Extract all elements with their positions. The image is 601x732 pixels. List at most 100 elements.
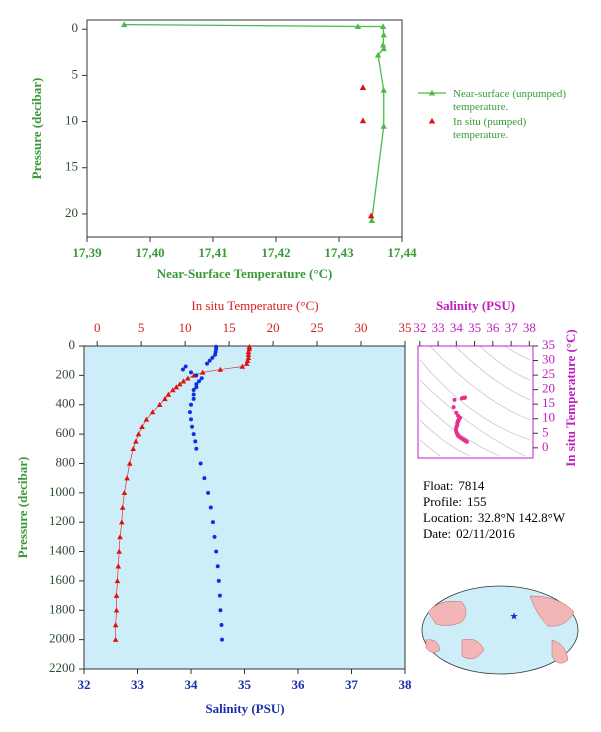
- x-axis-label: Salinity (PSU): [205, 701, 284, 716]
- data-point: [194, 446, 199, 451]
- data-point: [120, 21, 128, 28]
- data-point: [207, 358, 212, 363]
- x-tick-label: 35: [399, 320, 412, 335]
- data-point: [180, 367, 185, 372]
- info-value: 7814: [458, 478, 485, 493]
- data-point: [193, 439, 198, 444]
- x-tick-label: 20: [267, 320, 280, 335]
- y-tick-label: 10: [65, 113, 78, 128]
- density-contours: [419, 345, 531, 457]
- data-point: [156, 401, 163, 407]
- info-label: Float:: [423, 478, 454, 493]
- data-point: [126, 460, 133, 466]
- data-point: [374, 51, 382, 58]
- y-tick-label: 1600: [49, 572, 75, 587]
- x-tick-label: 15: [223, 320, 236, 335]
- data-point: [243, 360, 250, 366]
- x-tick-label: 17,43: [324, 245, 354, 260]
- data-point: [162, 396, 168, 402]
- y-tick-label: 10: [542, 410, 555, 425]
- data-point: [114, 578, 121, 584]
- data-point: [199, 376, 204, 381]
- y-tick-label: 5: [542, 424, 549, 439]
- y-axis-label: In situ Temperature (°C): [563, 329, 578, 467]
- data-point: [379, 23, 387, 30]
- x-tick-label: 17,40: [135, 245, 164, 260]
- info-value: 02/11/2016: [456, 526, 515, 541]
- data-point: [198, 461, 203, 466]
- data-point: [220, 637, 225, 642]
- data-point: [113, 592, 120, 598]
- legend-marker: [428, 117, 436, 124]
- y-tick-label: 20: [542, 381, 555, 396]
- data-point: [379, 41, 387, 48]
- data-point: [184, 375, 191, 381]
- data-point: [187, 410, 192, 415]
- data-point: [380, 122, 387, 129]
- data-point: [244, 357, 251, 363]
- data-point: [189, 417, 193, 422]
- data-point: [359, 84, 367, 90]
- x-axis-label: Near-Surface Temperature (°C): [157, 266, 333, 281]
- ts-point: [454, 410, 459, 415]
- x-tick-label: 35: [238, 677, 252, 692]
- data-point: [246, 346, 253, 352]
- plot-frame: [86, 19, 403, 238]
- data-point: [217, 593, 222, 598]
- data-point: [202, 476, 207, 481]
- data-point: [177, 381, 183, 387]
- x-axis-label: Salinity (PSU): [436, 298, 515, 313]
- info-label: Profile:: [423, 494, 462, 509]
- data-point: [130, 445, 137, 452]
- data-point: [212, 534, 217, 539]
- x-tick-label: 37: [505, 320, 519, 335]
- y-axis-label: Pressure (decibar): [15, 457, 30, 559]
- data-point: [135, 431, 142, 437]
- profile-info: Float: 7814 Profile: 155 Location: 32.8°N 142…: [423, 478, 570, 542]
- data-point: [119, 519, 125, 525]
- data-point: [239, 363, 246, 369]
- data-point: [117, 534, 123, 540]
- x-tick-label: 0: [94, 320, 101, 335]
- info-row: Float: 7814: [423, 478, 570, 494]
- data-point: [214, 549, 219, 554]
- x-tick-label: 33: [131, 677, 145, 692]
- data-point: [189, 402, 193, 407]
- data-point: [215, 564, 220, 569]
- data-point: [368, 217, 375, 223]
- y-tick-label: 15: [65, 159, 78, 174]
- data-point: [189, 370, 193, 375]
- x-tick-label: 36: [292, 677, 306, 692]
- x-tick-label: 38: [399, 677, 413, 692]
- data-point: [380, 31, 387, 38]
- data-point: [199, 369, 206, 375]
- x-tick-label: 17,42: [261, 245, 290, 260]
- y-tick-label: 25: [542, 366, 555, 381]
- data-point: [194, 382, 199, 387]
- y-tick-label: 0: [72, 20, 79, 35]
- data-point: [359, 117, 367, 124]
- x-tick-label: 25: [311, 320, 324, 335]
- data-point: [205, 361, 210, 366]
- plot-background: [83, 345, 406, 670]
- data-point: [354, 23, 362, 30]
- y-tick-label: 200: [56, 366, 76, 381]
- x-tick-label: 5: [138, 320, 145, 335]
- legend-label: In situ (pumped) temperature.: [453, 116, 527, 141]
- data-point: [112, 622, 119, 628]
- y-tick-label: 20: [65, 205, 78, 220]
- data-point: [219, 622, 224, 627]
- world-map: ★: [421, 585, 579, 675]
- x-tick-label: 34: [450, 320, 464, 335]
- data-point: [173, 384, 180, 390]
- y-tick-label: 600: [56, 425, 76, 440]
- data-point: [206, 490, 211, 495]
- data-point: [119, 504, 126, 510]
- x-tick-label: 38: [523, 320, 536, 335]
- svg-text:★: ★: [510, 611, 519, 622]
- x-tick-label: 34: [185, 677, 199, 692]
- data-point: [113, 607, 120, 613]
- x2-axis-label: In situ Temperature (°C): [191, 298, 318, 313]
- y-tick-label: 35: [542, 337, 555, 352]
